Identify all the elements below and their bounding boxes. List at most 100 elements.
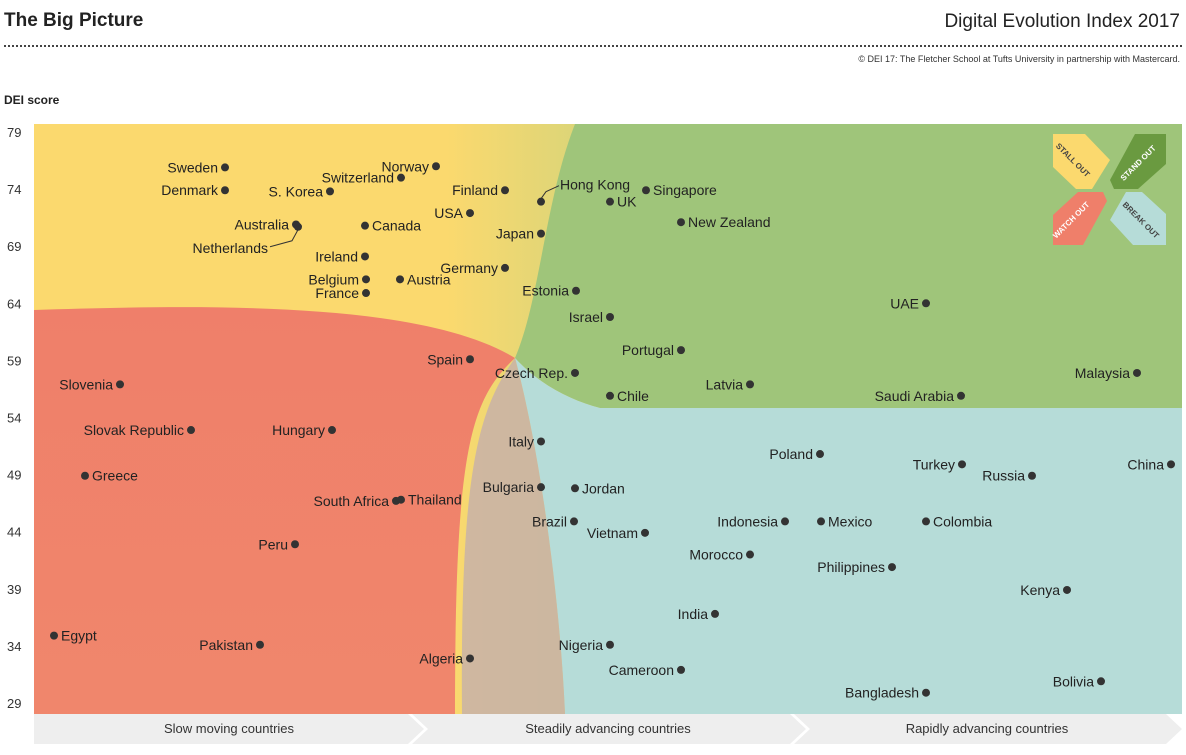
point-label: Netherlands (193, 240, 269, 256)
point-label: Hong Kong (560, 177, 630, 193)
data-point (922, 517, 930, 526)
legend-watch-out (1053, 192, 1107, 245)
band-steady (412, 714, 806, 744)
point-label: France (315, 285, 359, 301)
point-label: Russia (982, 468, 1025, 484)
point-label: Bulgaria (483, 479, 535, 495)
data-point (746, 380, 754, 389)
data-point (922, 688, 930, 697)
data-point (816, 450, 824, 459)
data-point (397, 173, 405, 182)
y-tick-label: 64 (7, 296, 21, 311)
data-point (537, 483, 545, 492)
data-point (1063, 585, 1071, 594)
data-point (888, 563, 896, 572)
data-point (501, 186, 509, 195)
point-label: Saudi Arabia (875, 388, 955, 404)
header-divider (4, 45, 1182, 47)
point-label: Switzerland (322, 170, 394, 186)
data-point (326, 187, 334, 196)
leader-line (269, 229, 299, 248)
data-point (606, 313, 614, 322)
y-tick-label: 59 (7, 353, 21, 368)
data-point (606, 197, 614, 206)
data-point (397, 495, 405, 504)
point-label: Spain (427, 351, 463, 367)
point-label: China (1127, 456, 1164, 472)
point-label: Australia (235, 217, 290, 233)
point-label: S. Korea (269, 183, 324, 199)
point-label: Chile (617, 388, 649, 404)
point-label: Israel (569, 309, 603, 325)
point-label: Japan (496, 226, 534, 242)
point-label: Austria (407, 271, 451, 287)
data-point (501, 263, 509, 272)
band-label-steady: Steadily advancing countries (525, 721, 691, 736)
data-point (746, 550, 754, 559)
y-tick-label: 44 (7, 525, 21, 540)
legend-stand-out (1110, 134, 1166, 189)
data-point (606, 391, 614, 400)
data-point (291, 540, 299, 549)
point-label: Egypt (61, 628, 97, 644)
data-point (958, 460, 966, 469)
point-label: India (678, 606, 709, 622)
data-point (221, 186, 229, 195)
data-point (570, 517, 578, 526)
index-title: Digital Evolution Index 2017 (944, 11, 1180, 32)
point-label: New Zealand (688, 214, 771, 230)
point-label: Kenya (1020, 582, 1060, 598)
region-watch-out-fade (34, 307, 515, 714)
data-point (537, 197, 545, 206)
data-point (256, 640, 264, 649)
point-label: Morocco (689, 547, 743, 563)
credit-line: © DEI 17: The Fletcher School at Tufts U… (858, 54, 1180, 64)
y-tick-label: 74 (7, 182, 21, 197)
data-point (957, 391, 965, 400)
legend-break-out (1110, 192, 1166, 245)
point-label: Ireland (315, 248, 358, 264)
data-point (1167, 460, 1175, 469)
data-point (361, 252, 369, 261)
page-title: The Big Picture (4, 10, 144, 31)
leader-line (540, 185, 560, 199)
quadrant-legend: STALL OUT STAND OUT WATCH OUT BREAK OUT (1051, 134, 1166, 245)
point-label: Peru (258, 536, 288, 552)
data-point (606, 640, 614, 649)
data-point (711, 609, 719, 618)
point-label: Slovak Republic (84, 422, 184, 438)
point-label: Finland (452, 182, 498, 198)
point-label: Czech Rep. (495, 365, 568, 381)
point-label: Indonesia (717, 513, 778, 529)
y-tick-label: 34 (7, 639, 21, 654)
y-tick-label: 49 (7, 468, 21, 483)
data-point (187, 426, 195, 435)
data-point (432, 162, 440, 171)
point-label: Turkey (913, 456, 955, 472)
data-point (81, 471, 89, 480)
data-point (677, 665, 685, 674)
point-label: Hungary (272, 422, 325, 438)
data-point (677, 346, 685, 355)
point-label: Denmark (161, 182, 219, 198)
point-label: Vietnam (587, 525, 638, 541)
data-point (362, 275, 370, 284)
point-label: Portugal (622, 342, 674, 358)
data-point (294, 222, 302, 231)
data-point (396, 275, 404, 284)
y-tick-label: 54 (7, 411, 21, 426)
data-point (1028, 471, 1036, 480)
point-label: Colombia (933, 513, 992, 529)
data-point (677, 218, 685, 227)
data-point (362, 289, 370, 298)
point-label: UK (617, 194, 637, 210)
band-label-rapid: Rapidly advancing countries (906, 721, 1069, 736)
data-point (572, 286, 580, 295)
point-label: Latvia (706, 376, 744, 392)
y-tick-label: 29 (7, 696, 21, 711)
data-point (571, 368, 579, 377)
point-label: South Africa (314, 493, 390, 509)
data-point (1097, 677, 1105, 686)
